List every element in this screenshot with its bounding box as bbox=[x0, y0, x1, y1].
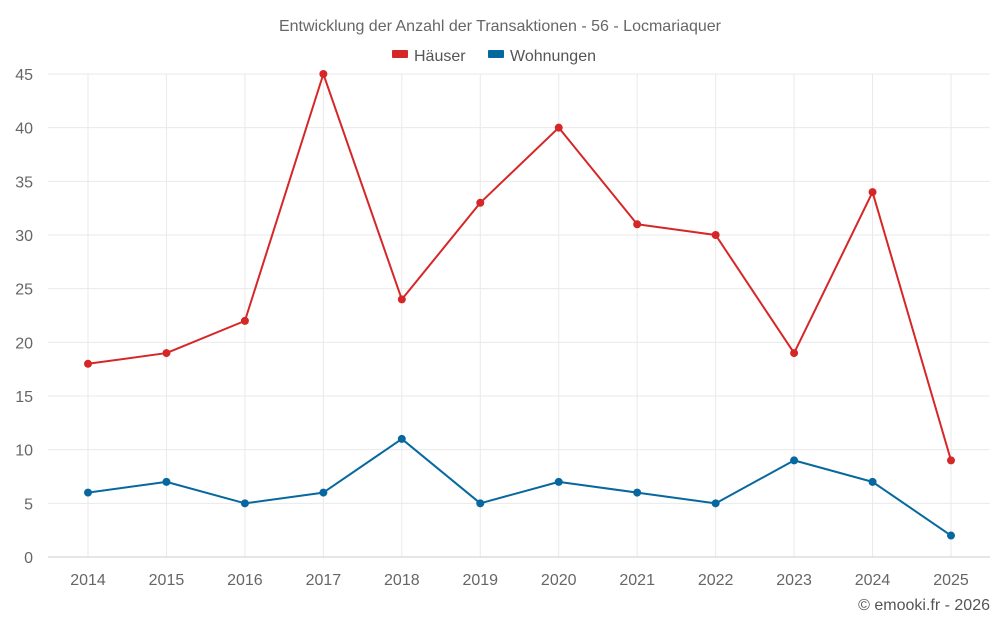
y-tick-label: 25 bbox=[15, 282, 33, 299]
y-tick-label: 40 bbox=[15, 121, 33, 138]
series-wohnungen bbox=[84, 434, 955, 540]
legend-item-wohnungen[interactable]: Wohnungen bbox=[488, 48, 596, 65]
legend-label-haeuser: Häuser bbox=[414, 48, 466, 65]
data-point[interactable] bbox=[319, 488, 328, 497]
grid bbox=[48, 73, 990, 557]
series-line bbox=[87, 437, 952, 537]
data-point[interactable] bbox=[633, 488, 642, 497]
data-point[interactable] bbox=[84, 359, 92, 368]
data-point[interactable] bbox=[240, 316, 249, 325]
data-point[interactable] bbox=[476, 499, 485, 508]
data-point[interactable] bbox=[397, 434, 406, 443]
data-point[interactable] bbox=[476, 198, 485, 207]
legend-swatch-haeuser bbox=[392, 50, 408, 58]
data-point[interactable] bbox=[554, 123, 563, 132]
data-point[interactable] bbox=[397, 295, 406, 304]
data-point[interactable] bbox=[84, 488, 92, 497]
x-tick-label: 2022 bbox=[698, 572, 734, 589]
y-tick-label: 30 bbox=[15, 228, 33, 245]
y-tick-label: 5 bbox=[24, 496, 33, 513]
y-tick-label: 35 bbox=[15, 174, 33, 191]
data-point[interactable] bbox=[711, 231, 720, 239]
x-tick-label: 2020 bbox=[541, 572, 577, 589]
x-tick-label: 2014 bbox=[70, 572, 106, 589]
series-haeuser bbox=[84, 70, 955, 465]
data-point[interactable] bbox=[319, 70, 328, 78]
series-line bbox=[87, 73, 952, 461]
data-point[interactable] bbox=[240, 499, 249, 508]
x-tick-label: 2015 bbox=[149, 572, 185, 589]
legend-swatch-wohnungen bbox=[488, 50, 504, 58]
legend: Häuser Wohnungen bbox=[392, 48, 596, 65]
x-tick-label: 2021 bbox=[619, 572, 655, 589]
x-tick-label: 2025 bbox=[933, 572, 969, 589]
x-tick-label: 2023 bbox=[776, 572, 812, 589]
legend-label-wohnungen: Wohnungen bbox=[510, 48, 596, 65]
data-point[interactable] bbox=[790, 456, 799, 465]
data-point[interactable] bbox=[711, 499, 720, 508]
x-tick-label: 2017 bbox=[306, 572, 342, 589]
y-tick-label: 20 bbox=[15, 335, 33, 352]
y-tick-label: 0 bbox=[24, 550, 33, 567]
data-point[interactable] bbox=[868, 188, 877, 197]
data-point[interactable] bbox=[162, 349, 171, 358]
chart-title: Entwicklung der Anzahl der Transaktionen… bbox=[279, 18, 722, 35]
data-point[interactable] bbox=[633, 220, 642, 229]
x-tick-label: 2016 bbox=[227, 572, 263, 589]
data-point[interactable] bbox=[790, 349, 799, 358]
data-point[interactable] bbox=[947, 531, 955, 540]
x-tick-label: 2019 bbox=[462, 572, 498, 589]
series bbox=[84, 70, 955, 540]
data-point[interactable] bbox=[947, 456, 955, 465]
y-tick-label: 45 bbox=[15, 67, 33, 84]
credit-text: © emooki.fr - 2026 bbox=[858, 597, 990, 614]
data-point[interactable] bbox=[868, 477, 877, 486]
x-axis-ticks: 2014 2015 2016 2017 2018 2019 2020 2021 2022 2023… bbox=[70, 572, 969, 589]
data-point[interactable] bbox=[162, 477, 171, 486]
y-tick-label: 10 bbox=[15, 443, 33, 460]
x-tick-label: 2024 bbox=[855, 572, 891, 589]
y-axis-ticks: 0 5 10 15 20 25 30 35 40 45 bbox=[15, 67, 33, 567]
legend-item-haeuser[interactable]: Häuser bbox=[392, 48, 466, 65]
data-point[interactable] bbox=[554, 477, 563, 486]
y-tick-label: 15 bbox=[15, 389, 33, 406]
x-tick-label: 2018 bbox=[384, 572, 420, 589]
